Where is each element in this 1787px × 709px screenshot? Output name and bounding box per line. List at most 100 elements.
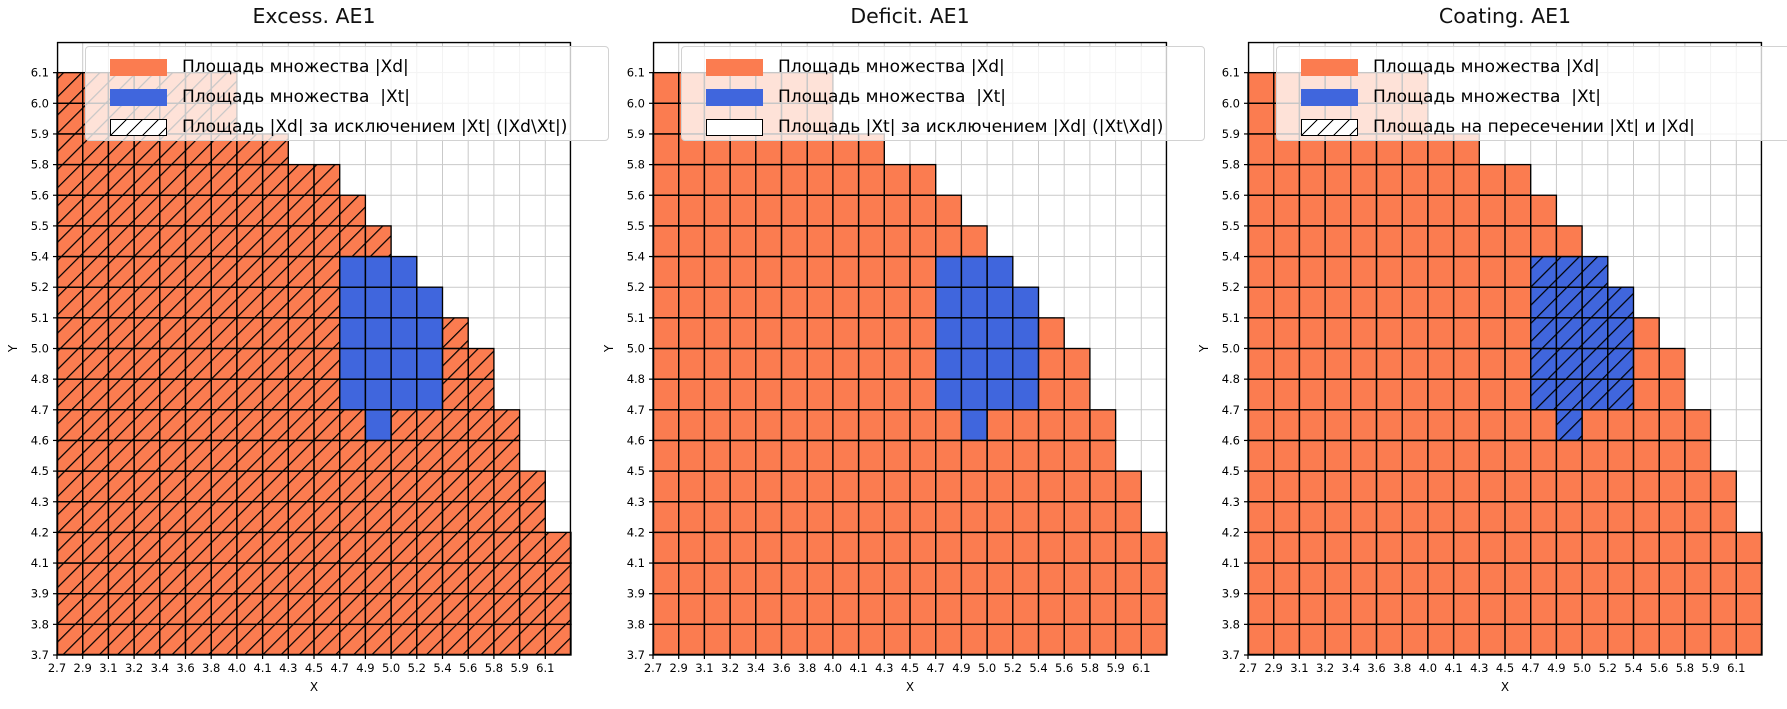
y-tick-label: 4.8 [1222,372,1240,386]
x-tick-label: 3.2 [721,661,739,675]
x-tick-label: 5.6 [459,661,477,675]
x-tick-label: 5.0 [1573,661,1591,675]
y-tick-label: 4.1 [627,556,645,570]
tick-marks [1244,72,1737,659]
x-tick-label: 5.2 [1004,661,1022,675]
legend-box: Площадь множества |Xd| Площадь множества … [1276,46,1787,141]
hatch-swatch-icon [110,118,167,136]
xt-swatch-icon [1301,88,1358,106]
x-tick-label: 2.9 [1265,661,1283,675]
x-axis-label: X [310,680,318,694]
y-tick-label: 5.8 [1222,158,1240,172]
legend-label: Площадь множества |Xt| [778,86,1007,107]
x-tick-label: 5.9 [510,661,528,675]
x-tick-label: 3.1 [99,661,117,675]
plot-title: Coating. AE1 [1438,4,1572,28]
y-tick-label: 6.1 [627,66,645,80]
y-tick-label: 4.2 [627,525,645,539]
y-tick-label: 4.2 [1222,525,1240,539]
x-tick-label: 2.9 [670,661,688,675]
cell-borders [652,71,1168,656]
x-tick-label: 5.6 [1055,661,1073,675]
y-tick-label: 5.1 [627,311,645,325]
y-tick-label: 4.6 [31,433,49,447]
tick-marks [649,72,1142,659]
y-tick-label: 5.2 [627,280,645,294]
x-tick-label: 4.9 [1547,661,1565,675]
xd-swatch-icon [706,58,763,76]
y-tick-label: 5.2 [1222,280,1240,294]
x-tick-label: 4.9 [952,661,970,675]
y-tick-label: 5.5 [1222,219,1240,233]
x-tick-label: 3.2 [1316,661,1334,675]
x-tick-label: 3.8 [1393,661,1411,675]
grid-canvas: 2.7 2.9 3.1 3.2 3.4 3.6 3.8 4.0 4.1 4.3 4.5 4.7 4.9 5… [6,41,572,694]
y-tick-label: 4.8 [31,372,49,386]
y-tick-label: 4.1 [1222,556,1240,570]
x-tick-label: 4.7 [927,661,945,675]
x-tick-label: 3.8 [202,661,220,675]
axes-area: 2.7 2.9 3.1 3.2 3.4 3.6 3.8 4.0 4.1 4.3 4.5 4.7 4.9 5… [602,41,1168,694]
xt-region [339,256,443,441]
y-tick-label: 5.9 [1222,127,1240,141]
legend-entry: Площадь множества |Xt| [110,82,608,112]
y-tick-label: 6.0 [31,96,49,110]
x-tick-label: 2.9 [74,661,92,675]
x-tick-label: 4.7 [331,661,349,675]
hatch-region [1530,256,1634,441]
y-tick-label: 4.8 [627,372,645,386]
hatch-region [57,72,571,655]
y-tick-label: 4.3 [627,495,645,509]
y-tick-label: 5.8 [31,158,49,172]
y-tick-label: 4.3 [1222,495,1240,509]
x-tick-label: 5.4 [1029,661,1047,675]
x-tick-label: 3.8 [798,661,816,675]
x-tick-label: 5.2 [1599,661,1617,675]
x-tick-label: 3.4 [151,661,169,675]
y-tick-label: 3.8 [31,617,49,631]
xd-region [653,72,1167,655]
y-tick-label: 3.9 [31,587,49,601]
y-tick-label: 6.1 [31,66,49,80]
legend-label: Площадь на пересечении |Xt| и |Xd| [1373,116,1695,137]
x-tick-label: 5.4 [1624,661,1642,675]
y-tick-label: 4.1 [31,556,49,570]
y-tick-label: 4.2 [31,525,49,539]
legend-label: Площадь множества |Xd| [778,56,1005,77]
legend-label: Площадь множества |Xt| [182,86,411,107]
y-tick-label: 4.5 [627,464,645,478]
legend-entry: Площадь |Xt| за исключением |Xd| (|Xt\Xd… [706,112,1204,142]
y-tick-label: 3.8 [1222,617,1240,631]
axes-area: 2.7 2.9 3.1 3.2 3.4 3.6 3.8 4.0 4.1 4.3 4.5 4.7 4.9 5… [1197,41,1763,694]
y-tick-label: 5.6 [31,188,49,202]
y-tick-label: 5.0 [31,342,49,356]
xt-region [935,256,1039,441]
legend-entry: Площадь множества |Xd| [110,52,608,82]
y-tick-label: 5.0 [627,342,645,356]
x-tick-label: 4.5 [1496,661,1514,675]
y-tick-label: 5.9 [31,127,49,141]
y-tick-label: 4.5 [31,464,49,478]
y-tick-label: 6.0 [1222,96,1240,110]
x-tick-label: 3.6 [772,661,790,675]
x-tick-label: 5.2 [408,661,426,675]
y-tick-label: 4.6 [627,433,645,447]
plot-title: Excess. AE1 [252,4,376,28]
legend-label: Площадь множества |Xd| [1373,56,1600,77]
x-tick-label: 4.9 [356,661,374,675]
x-tick-label: 5.4 [433,661,451,675]
x-tick-label: 5.8 [1081,661,1099,675]
y-tick-label: 4.3 [31,495,49,509]
axes-spine [56,41,572,656]
y-tick-label: 5.1 [1222,311,1240,325]
x-tick-label: 4.5 [305,661,323,675]
legend-entry: Площадь на пересечении |Xt| и |Xd| [1301,112,1787,142]
y-tick-label: 5.4 [31,250,49,264]
x-tick-label: 4.5 [901,661,919,675]
y-tick-label: 5.5 [627,219,645,233]
y-axis-label: Y [1197,344,1211,353]
x-tick-label: 5.0 [382,661,400,675]
y-tick-label: 5.0 [1222,342,1240,356]
xt-swatch-icon [110,88,167,106]
